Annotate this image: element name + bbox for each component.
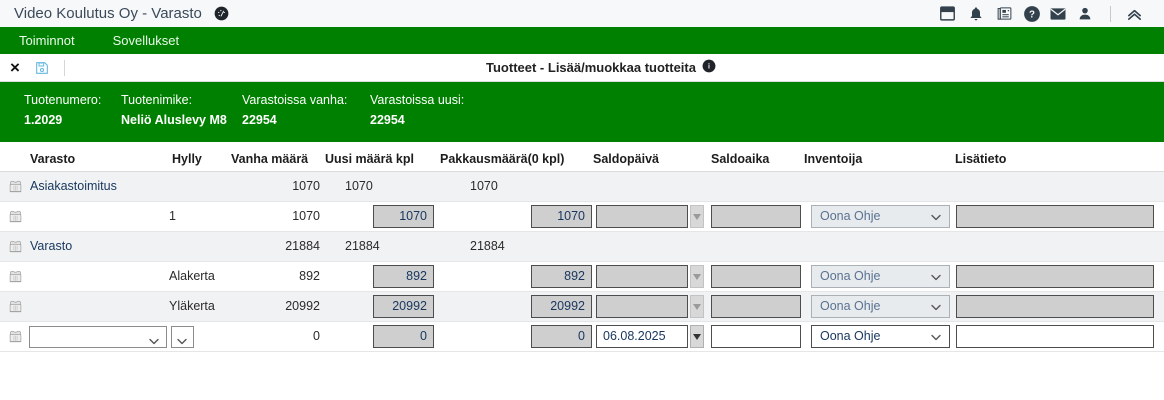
svg-text:i: i <box>708 64 710 71</box>
svg-text:?: ? <box>1029 9 1035 20</box>
